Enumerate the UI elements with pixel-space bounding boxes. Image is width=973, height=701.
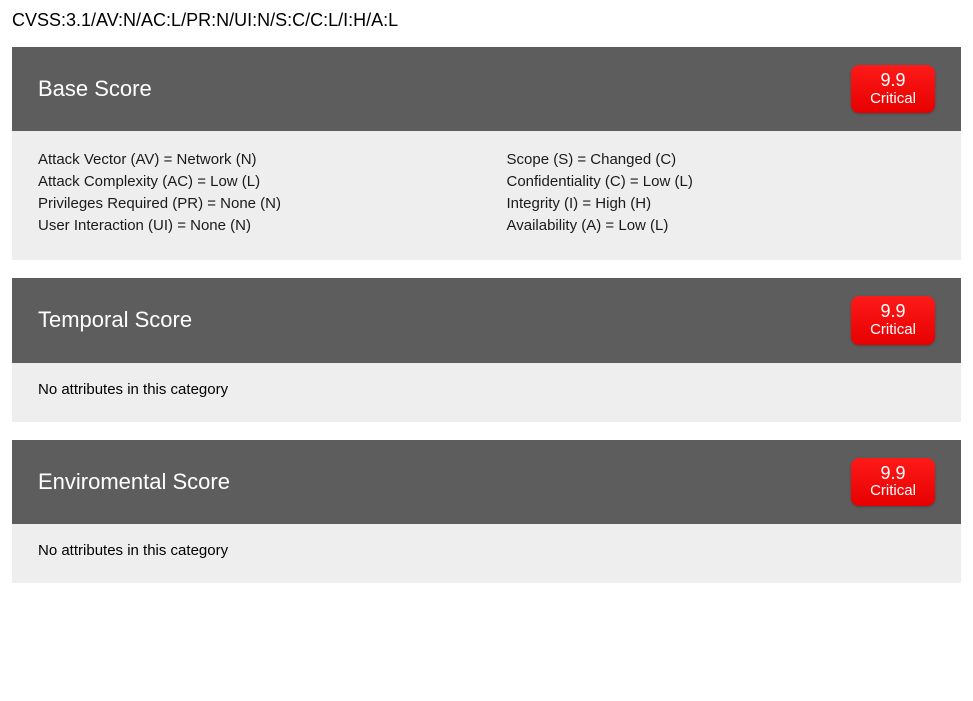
base-score-title: Base Score — [38, 76, 152, 102]
environmental-score-title: Enviromental Score — [38, 469, 230, 495]
temporal-score-header: Temporal Score 9.9 Critical — [12, 278, 961, 362]
environmental-score-badge: 9.9 Critical — [851, 458, 935, 506]
base-score-value: 9.9 — [865, 71, 921, 91]
base-metrics-right: Scope (S) = Changed (C) Confidentiality … — [507, 149, 936, 236]
metric-row: Confidentiality (C) = Low (L) — [507, 171, 936, 193]
environmental-score-severity: Critical — [865, 483, 921, 500]
temporal-score-severity: Critical — [865, 322, 921, 339]
metric-row: User Interaction (UI) = None (N) — [38, 215, 467, 237]
temporal-empty-text: No attributes in this category — [38, 381, 935, 398]
base-metrics: Attack Vector (AV) = Network (N) Attack … — [38, 149, 935, 236]
metric-row: Availability (A) = Low (L) — [507, 215, 936, 237]
temporal-score-badge: 9.9 Critical — [851, 296, 935, 344]
base-score-badge: 9.9 Critical — [851, 65, 935, 113]
temporal-score-title: Temporal Score — [38, 307, 192, 333]
environmental-score-body: No attributes in this category — [12, 524, 961, 583]
temporal-score-value: 9.9 — [865, 302, 921, 322]
environmental-score-header: Enviromental Score 9.9 Critical — [12, 440, 961, 524]
metric-row: Attack Vector (AV) = Network (N) — [38, 149, 467, 171]
base-metrics-left: Attack Vector (AV) = Network (N) Attack … — [38, 149, 467, 236]
metric-row: Integrity (I) = High (H) — [507, 193, 936, 215]
environmental-score-panel: Enviromental Score 9.9 Critical No attri… — [12, 440, 961, 583]
environmental-score-value: 9.9 — [865, 464, 921, 484]
base-score-header: Base Score 9.9 Critical — [12, 47, 961, 131]
base-score-panel: Base Score 9.9 Critical Attack Vector (A… — [12, 47, 961, 260]
cvss-vector-string: CVSS:3.1/AV:N/AC:L/PR:N/UI:N/S:C/C:L/I:H… — [12, 10, 961, 31]
metric-row: Scope (S) = Changed (C) — [507, 149, 936, 171]
metric-row: Attack Complexity (AC) = Low (L) — [38, 171, 467, 193]
base-score-severity: Critical — [865, 91, 921, 108]
temporal-score-panel: Temporal Score 9.9 Critical No attribute… — [12, 278, 961, 421]
temporal-score-body: No attributes in this category — [12, 363, 961, 422]
environmental-empty-text: No attributes in this category — [38, 542, 935, 559]
metric-row: Privileges Required (PR) = None (N) — [38, 193, 467, 215]
base-score-body: Attack Vector (AV) = Network (N) Attack … — [12, 131, 961, 260]
